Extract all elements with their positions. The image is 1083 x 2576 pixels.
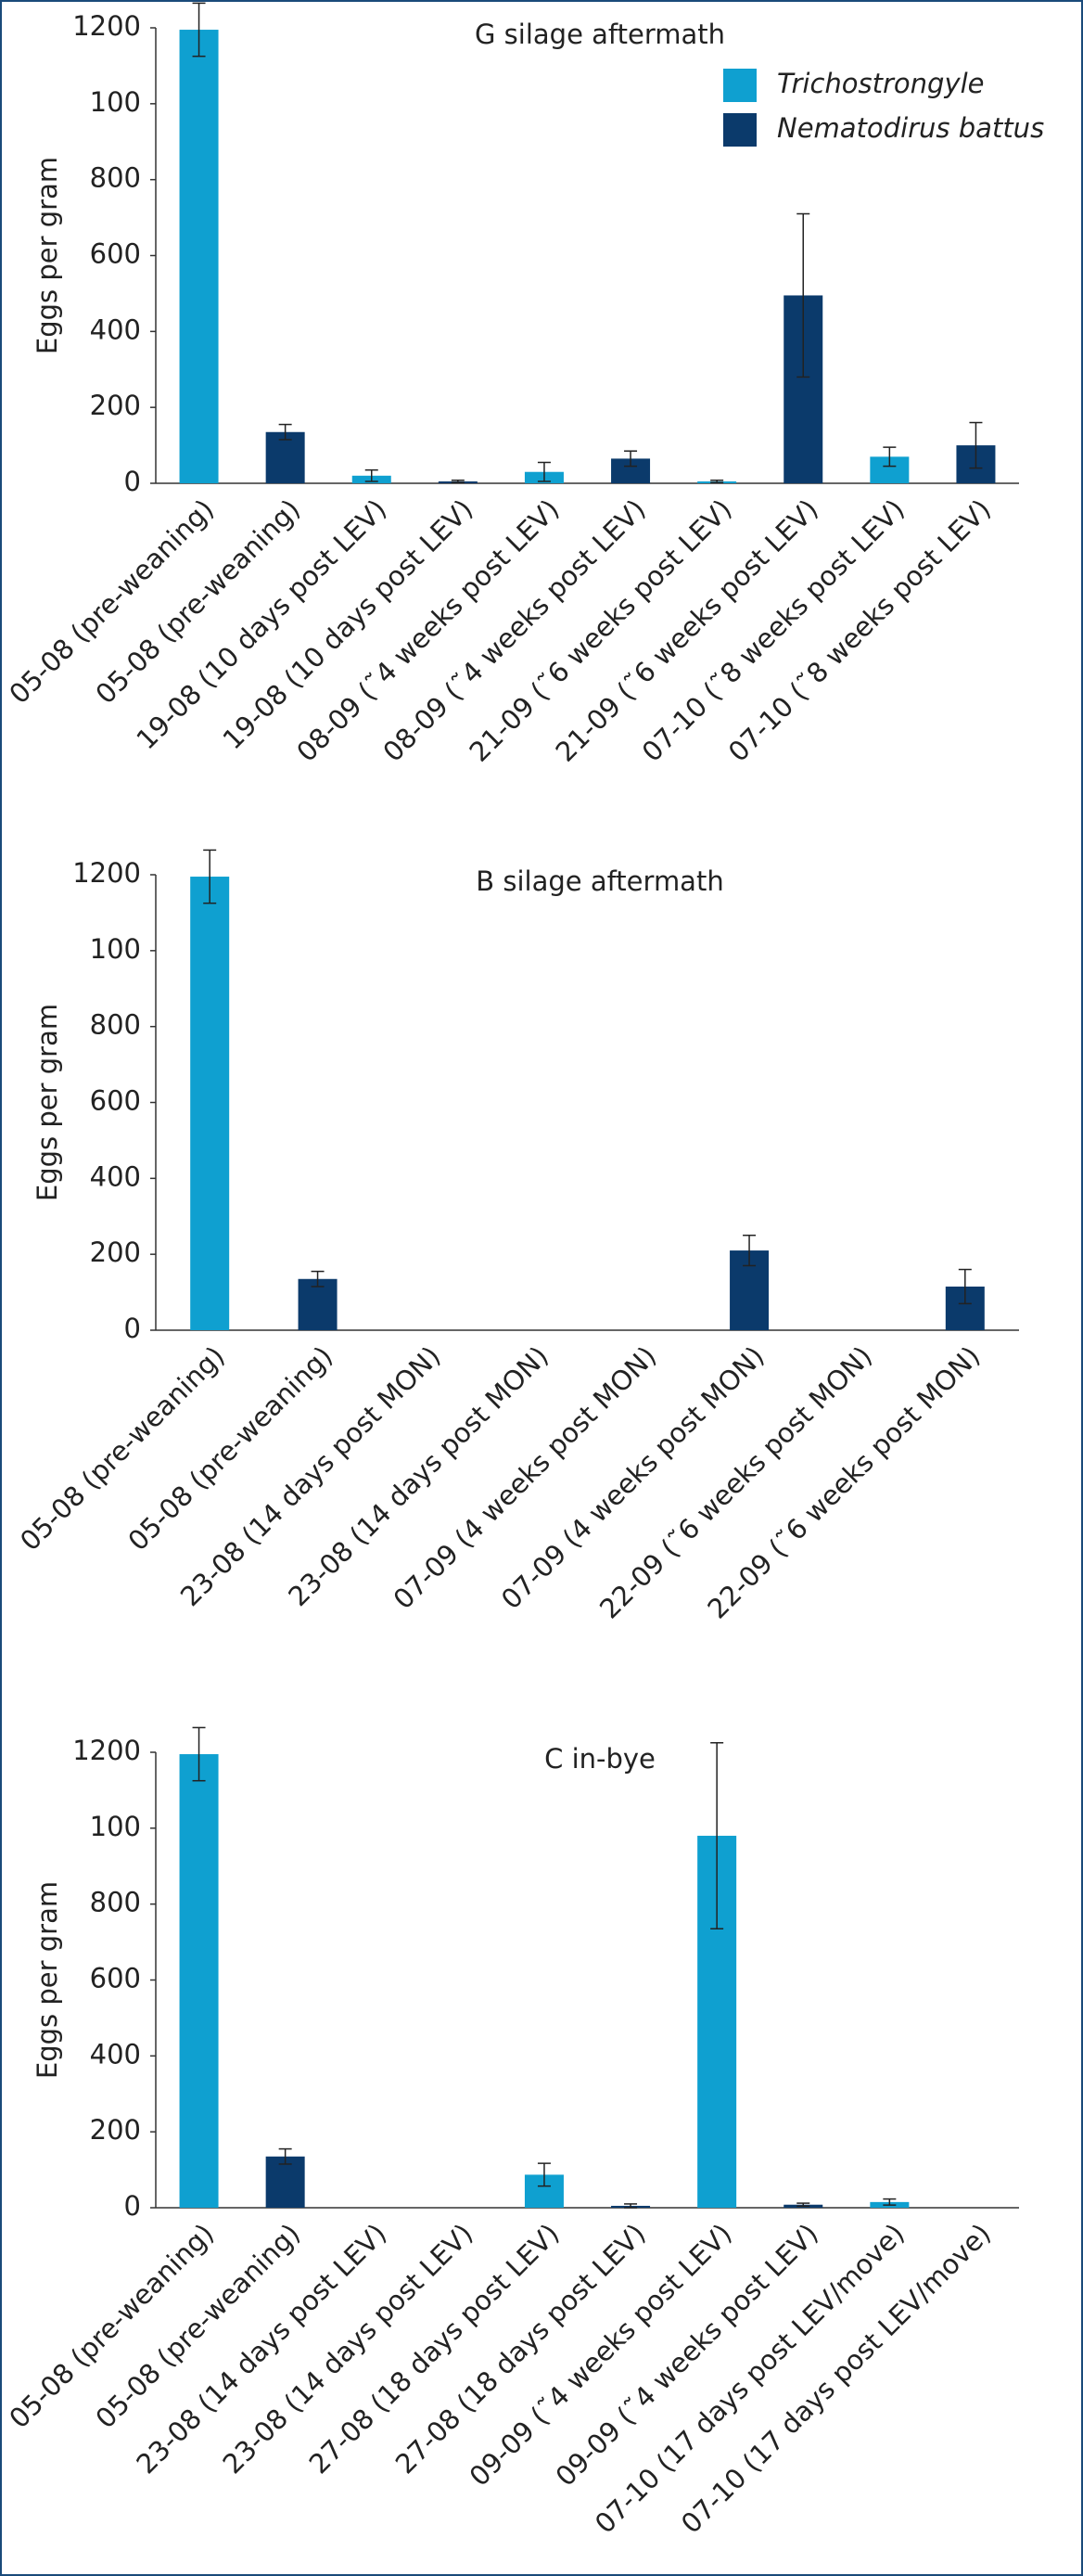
y-tick-label: 200 [90,2114,141,2146]
error-bar [203,849,217,904]
y-tick-label: 100 [90,933,141,965]
error-bar [624,2203,638,2209]
y-tick-label: 800 [90,162,141,194]
bar [298,1278,338,1330]
bar [179,30,219,483]
y-tick-label: 0 [124,2190,141,2222]
error-bar [969,421,983,469]
error-bar [796,2202,810,2208]
error-bar [743,1234,757,1267]
y-tick-label: 1200 [72,1735,141,1766]
y-tick-label: 200 [90,1237,141,1268]
y-tick-label: 100 [90,86,141,118]
legend-swatch [723,113,757,147]
y-axis-label: Eggs per gram [32,1004,63,1201]
error-bar [364,468,378,482]
y-tick-label: 0 [124,1313,141,1344]
legend-swatch [723,69,757,102]
y-tick-label: 400 [90,314,141,345]
error-bar [958,1268,972,1305]
x-tick-label: 07-10 (17 days post LEV/move) [675,2218,997,2540]
error-bar [192,2,206,58]
chart-title: B silage aftermath [476,865,723,897]
y-tick-label: 100 [90,1811,141,1842]
error-bar [311,1270,325,1288]
x-tick-label: 05-08 (pre-weaning) [121,1340,338,1557]
y-tick-label: 400 [90,2038,141,2070]
bar [265,2156,305,2208]
x-tick-label: 07-10 (17 days post LEV/move) [589,2218,911,2540]
error-bar [710,1742,724,1930]
y-axis-label: Eggs per gram [32,1881,63,2079]
error-bar [883,446,897,468]
legend-label: Trichostrongyle [777,68,985,99]
error-bar [278,423,292,441]
y-tick-label: 600 [90,1963,141,1994]
error-bar [537,2162,551,2187]
bar [179,1754,219,2208]
y-tick-label: 1200 [72,857,141,889]
x-tick-label: 05-08 (pre-weaning) [14,1340,231,1557]
chart-title: G silage aftermath [475,19,725,50]
y-tick-label: 600 [90,1085,141,1117]
bar [190,877,230,1330]
y-tick-label: 1200 [72,10,141,42]
chart-title: C in-bye [544,1743,656,1775]
y-tick-label: 800 [90,1009,141,1041]
error-bar [883,2198,897,2206]
error-bar [624,450,638,468]
bar [265,431,305,483]
y-axis-label: Eggs per gram [32,157,63,354]
error-bar [278,2147,292,2165]
y-tick-label: 400 [90,1160,141,1192]
y-tick-label: 600 [90,238,141,270]
error-bar [710,479,724,483]
error-bar [451,479,465,483]
legend-label: Nematodirus battus [777,112,1044,144]
y-tick-label: 200 [90,390,141,421]
error-bar [796,212,810,378]
error-bar [192,1726,206,1782]
y-tick-label: 800 [90,1887,141,1918]
y-tick-label: 0 [124,466,141,497]
error-bar [537,461,551,482]
